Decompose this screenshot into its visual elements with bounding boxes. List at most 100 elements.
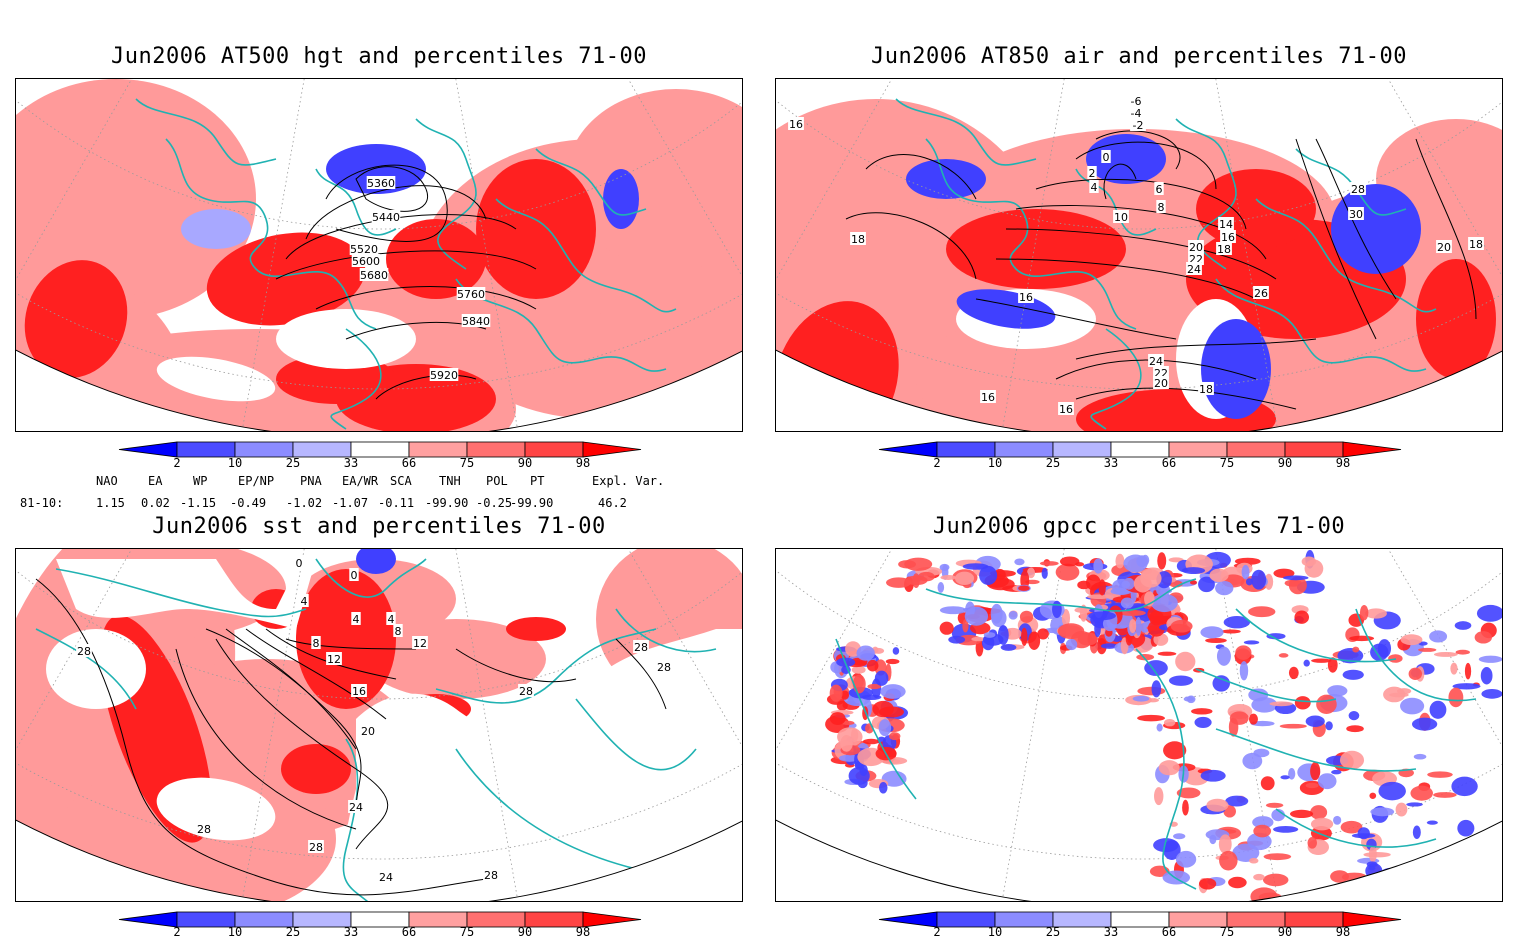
contour-label-bg	[360, 724, 376, 737]
lat-lon-grid	[16, 549, 742, 898]
contour-label-bg	[1154, 182, 1164, 195]
colorbar-extend-high	[582, 911, 642, 928]
contour-label-bg	[518, 684, 534, 697]
contour-label-bg	[412, 636, 428, 649]
contour-label: 30	[1349, 208, 1363, 221]
colorbar-tick-label: 75	[1219, 925, 1235, 939]
contour-label-bg	[1113, 210, 1129, 223]
colorbar-segment	[936, 911, 996, 928]
contour-label: 28	[1351, 183, 1365, 196]
land-mask	[344, 629, 742, 901]
contour-label: 18	[851, 233, 865, 246]
contour-label-bg	[461, 314, 491, 327]
colorbar-segment	[176, 911, 236, 928]
contour-label-bg	[1156, 200, 1166, 213]
colorbar-segment	[936, 441, 996, 458]
contour-label: 5920	[430, 369, 458, 382]
contour-label: 4	[301, 595, 308, 608]
contour-label-bg	[980, 390, 996, 403]
contour-label: 4	[388, 613, 395, 626]
contour-label-bg	[1188, 240, 1204, 253]
panel-title-gpcc: Jun2006 gpcc percentiles 71-00	[932, 514, 1346, 539]
colorbar-tick-label: 75	[459, 925, 475, 939]
colorbar-segment	[524, 441, 584, 458]
contour-label: 10	[1114, 211, 1128, 224]
colorbar-segment	[176, 441, 236, 458]
contour-label: -4	[1131, 107, 1142, 120]
contour-label-bg	[1148, 354, 1164, 367]
colorbar-segment	[234, 441, 294, 458]
colorbar-tick-label: 90	[517, 925, 533, 939]
contour-lines	[275, 164, 537, 400]
colorbar-segment	[1052, 911, 1112, 928]
map-panel-gpcc	[775, 548, 1503, 902]
colorbar-segment	[994, 911, 1054, 928]
contour-label-bg	[850, 232, 866, 245]
colorbar-segment	[1110, 441, 1170, 458]
contour-label-bg	[1216, 242, 1232, 255]
contour-label-bg	[351, 684, 367, 697]
index-header: TNH	[439, 474, 461, 488]
colorbar-gpcc: 2 10 25 33 66 75 90 98	[875, 910, 1405, 940]
colorbar-segment	[524, 911, 584, 928]
index-header: EA	[148, 474, 163, 488]
colorbar-tick-label: 10	[227, 925, 243, 939]
colorbar-tick-label: 33	[1103, 925, 1119, 939]
percentile-shading-90-98	[1196, 169, 1316, 249]
index-header: Expl. Var.	[592, 474, 665, 488]
contour-label: 8	[395, 625, 402, 638]
index-value: 1.15	[96, 496, 125, 510]
colorbar-segment	[1284, 911, 1344, 928]
contour-label: 24	[349, 801, 363, 814]
percentile-neutral	[46, 629, 146, 709]
contour-label: 16	[789, 118, 803, 131]
colorbar-segment	[466, 911, 526, 928]
colorbar-tick-label: 2	[173, 456, 181, 470]
contour-label: 5760	[457, 288, 485, 301]
colorbar-segment	[1052, 441, 1112, 458]
contour-label: 0	[1103, 151, 1110, 164]
contour-label-bg	[1350, 182, 1366, 195]
colorbar-tick-label: 66	[401, 925, 417, 939]
percentile-shading-2-10	[603, 169, 639, 229]
contour-label: 20	[1437, 241, 1451, 254]
colorbar-tick-label: 33	[343, 925, 359, 939]
colorbar-segment	[292, 911, 352, 928]
colorbar-tick-label: 75	[459, 456, 475, 470]
contour-label: 5360	[367, 177, 395, 190]
contour-label-bg	[386, 612, 396, 625]
contour-label: 28	[519, 685, 533, 698]
index-value: -1.02	[286, 496, 323, 510]
contour-label-bg	[359, 268, 389, 281]
contour-label-bg	[1198, 382, 1214, 395]
contour-label: 20	[1189, 241, 1203, 254]
colorbar-segment	[292, 441, 352, 458]
contour-label-bg	[633, 640, 649, 653]
contour-label-bg	[311, 636, 321, 649]
contour-label: 16	[1221, 231, 1235, 244]
contour-label: 5440	[372, 211, 400, 224]
contour-label-bg	[1130, 118, 1146, 131]
index-header: SCA	[390, 474, 412, 488]
contour-label-bg	[1468, 237, 1484, 250]
contour-label: -2	[1133, 119, 1144, 132]
colorbar-tick-label: 25	[1045, 456, 1061, 470]
index-header: WP	[193, 474, 208, 488]
percentile-shading-2-10	[356, 549, 396, 574]
contour-label: 14	[1219, 218, 1233, 231]
contour-label: 18	[1469, 238, 1483, 251]
contour-label-bg	[378, 870, 394, 883]
colorbar-segment	[1284, 441, 1344, 458]
contour-label: 28	[77, 645, 91, 658]
colorbar-tick-label: 2	[933, 925, 941, 939]
contour-label: 18	[1199, 383, 1213, 396]
percentile-shading-90-98	[476, 159, 596, 299]
contour-label: 24	[379, 871, 393, 884]
contour-label: 0	[296, 557, 303, 570]
index-header: EA/WR	[342, 474, 379, 488]
contour-label-bg	[1058, 402, 1074, 415]
index-header: POL	[486, 474, 508, 488]
contour-label: 5600	[352, 255, 380, 268]
contour-label-bg	[1436, 240, 1452, 253]
contour-label-bg	[326, 652, 342, 665]
